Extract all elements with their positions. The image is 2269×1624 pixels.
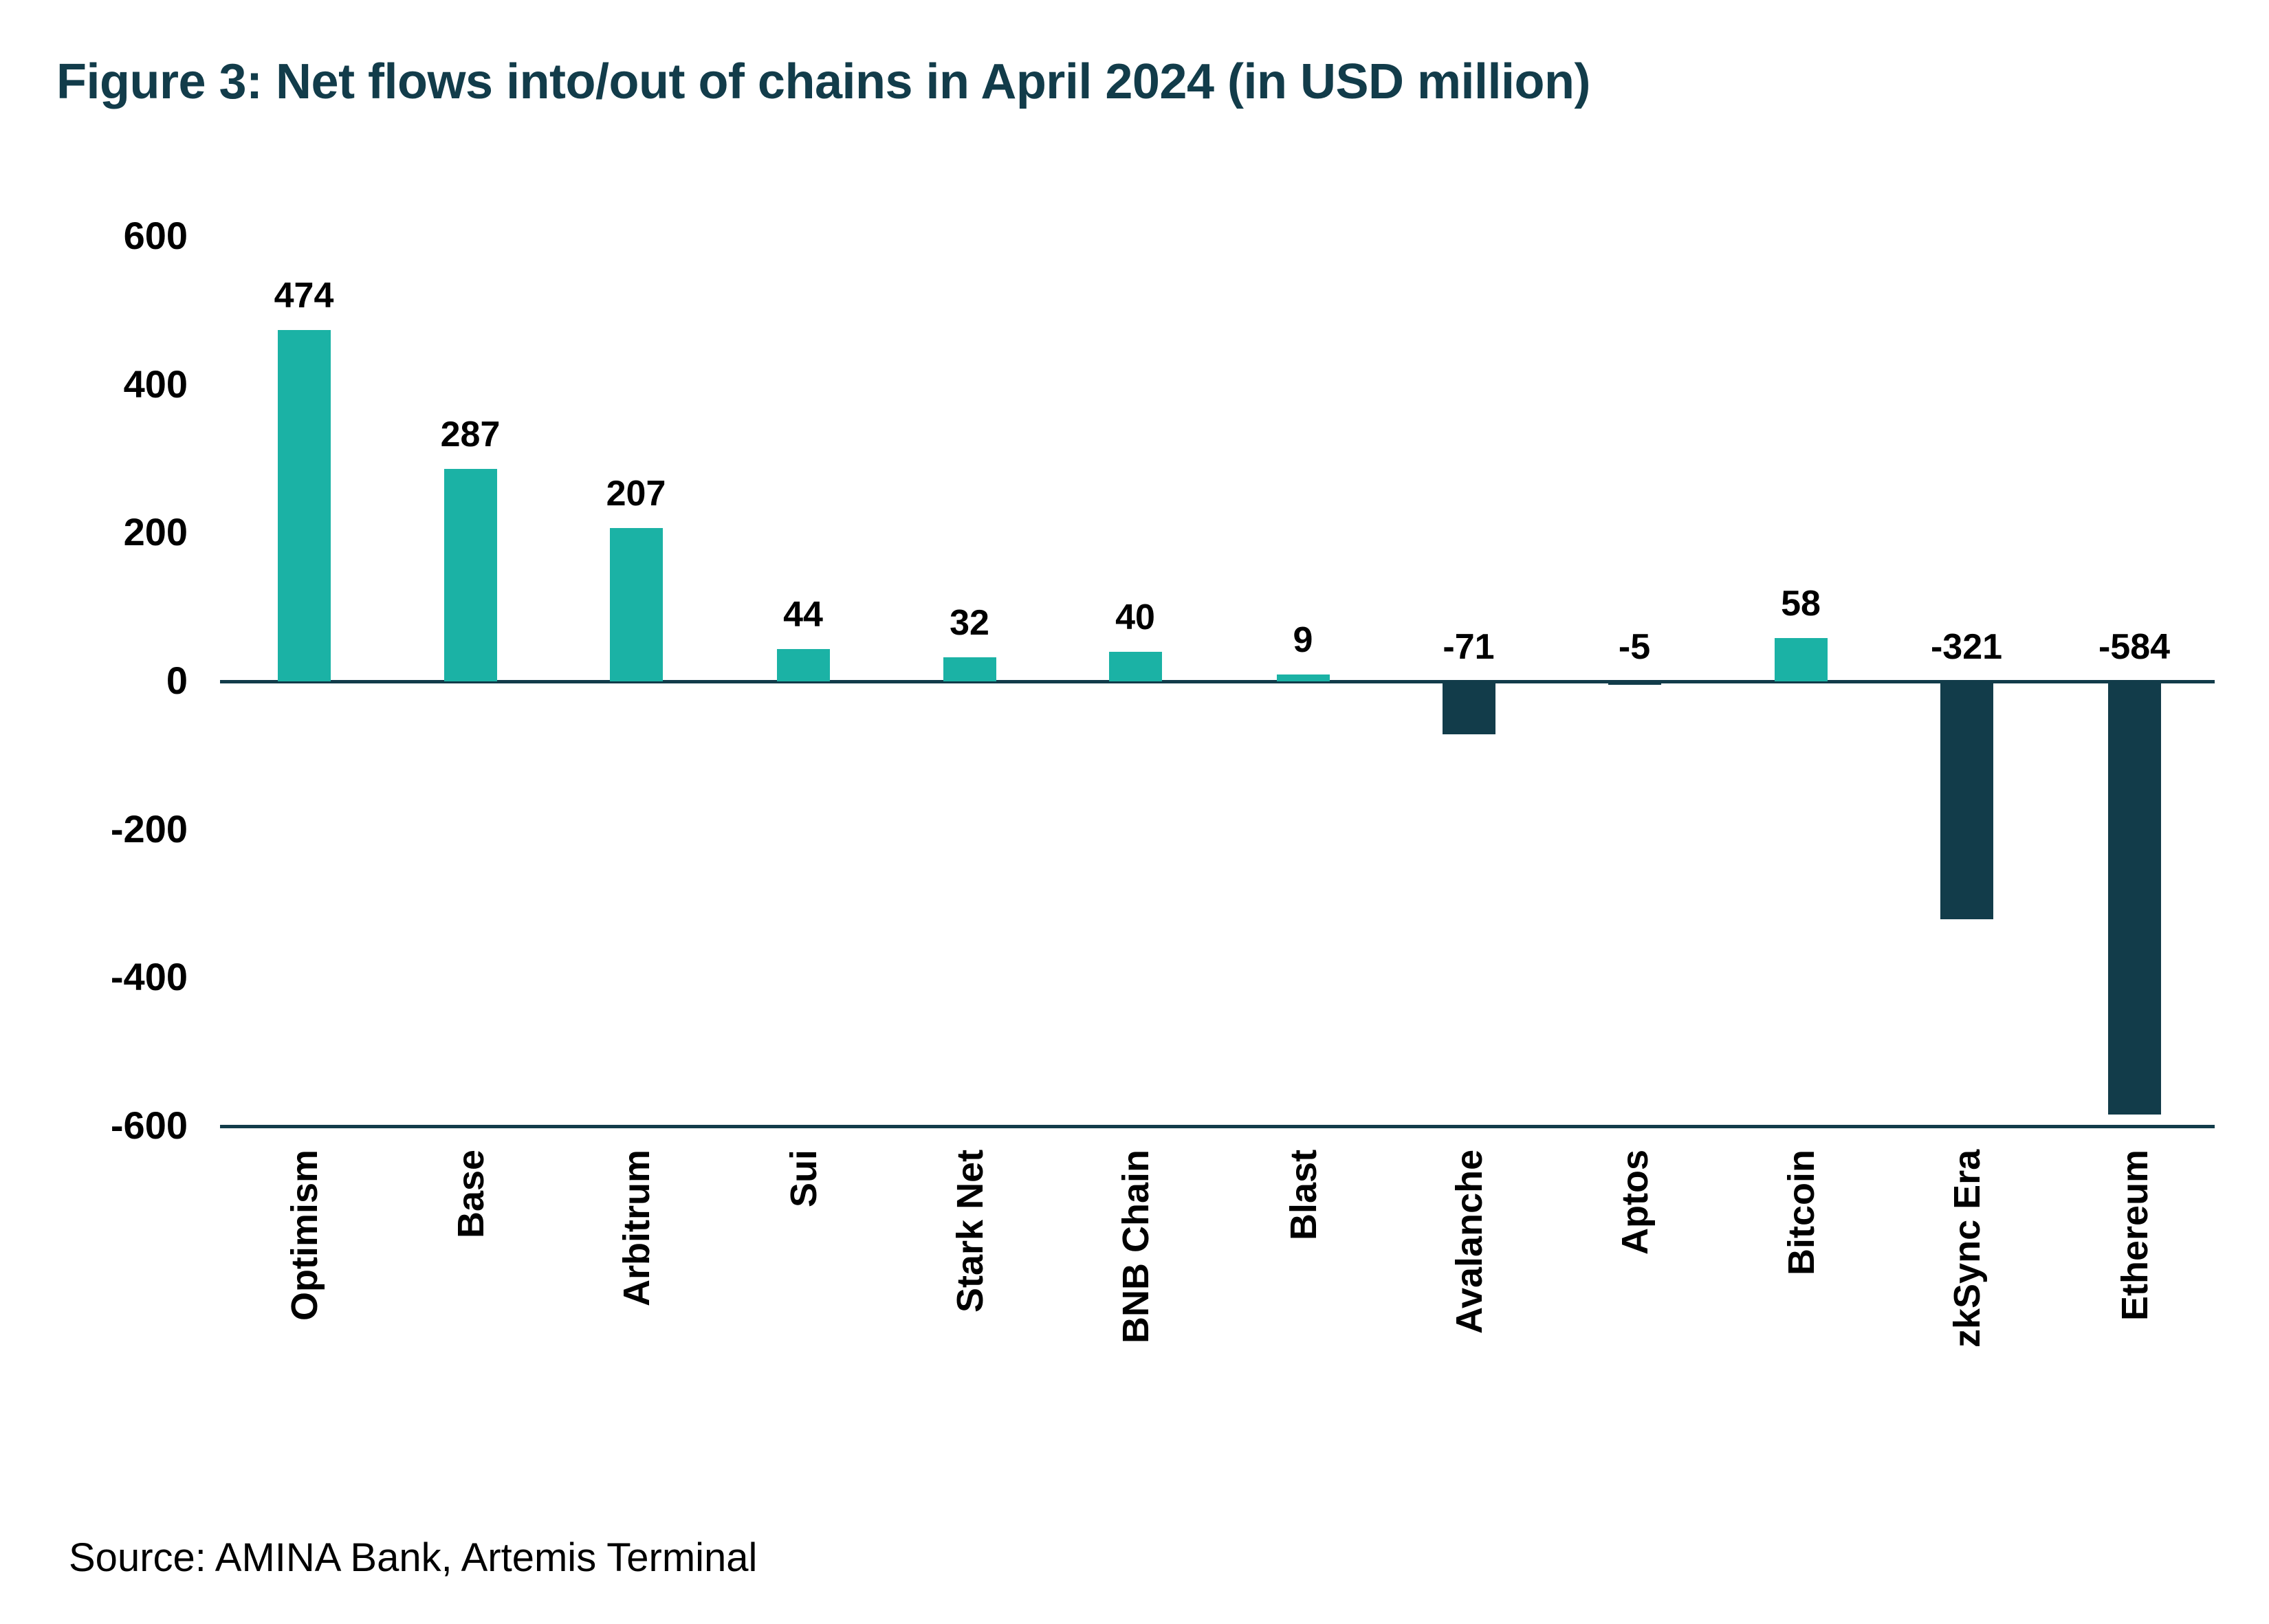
bar-zksync-era <box>1940 681 1993 920</box>
bar-value-label: -584 <box>2098 627 2171 667</box>
bar-value-label: 58 <box>1781 584 1821 624</box>
y-tick-label: 0 <box>166 659 188 702</box>
x-category-label: Ethereum <box>2114 1149 2156 1321</box>
bar-ethereum <box>2107 681 2161 1115</box>
bar-stark-net <box>943 657 996 681</box>
y-tick-label: 400 <box>123 362 188 406</box>
x-category-label: Bitcoin <box>1781 1150 1822 1275</box>
bar-value-label: -5 <box>1618 627 1651 667</box>
bar-value-label: -321 <box>1930 627 2003 667</box>
bar-value-label: 44 <box>783 594 823 635</box>
x-category-label: Base <box>450 1149 492 1238</box>
bar-base <box>443 468 497 681</box>
bar-blast <box>1276 674 1330 681</box>
bar-value-label: 9 <box>1293 620 1313 661</box>
y-tick-label: -600 <box>110 1104 188 1147</box>
source-note: Source: AMINA Bank, Artemis Terminal <box>69 1535 758 1580</box>
bar-value-label: 207 <box>606 473 666 514</box>
bar-bnb-chain <box>1108 651 1162 681</box>
zero-axis-line <box>220 680 2215 683</box>
y-tick-label: 600 <box>123 214 188 257</box>
bar-value-label: 32 <box>950 603 989 644</box>
x-category-label: zkSync Era <box>1947 1149 1988 1348</box>
bottom-axis-line <box>220 1125 2215 1128</box>
x-category-label: Aptos <box>1614 1150 1656 1255</box>
x-category-label: Optimism <box>284 1149 325 1321</box>
x-category-label: Stark Net <box>950 1149 991 1313</box>
bar-aptos <box>1608 681 1661 685</box>
bar-value-label: 287 <box>440 414 501 454</box>
y-tick-label: -200 <box>110 806 188 851</box>
y-tick-label: 200 <box>123 510 188 554</box>
bar-avalanche <box>1442 681 1495 734</box>
bar-arbitrum <box>609 527 663 681</box>
x-category-label: Arbitrum <box>616 1150 657 1306</box>
bar-value-label: -71 <box>1443 627 1495 667</box>
x-category-label: Blast <box>1283 1149 1324 1240</box>
x-category-label: Sui <box>783 1149 824 1207</box>
x-category-label: BNB Chain <box>1115 1150 1157 1343</box>
x-category-label: Avalanche <box>1449 1149 1490 1334</box>
chart-title: Figure 3: Net flows into/out of chains i… <box>56 54 1590 109</box>
y-tick-label: -400 <box>110 955 188 999</box>
bar-bitcoin <box>1774 638 1828 681</box>
bar-value-label: 474 <box>274 275 334 316</box>
bar-sui <box>776 648 830 681</box>
bar-value-label: 40 <box>1115 597 1155 637</box>
bar-optimism <box>277 329 331 681</box>
